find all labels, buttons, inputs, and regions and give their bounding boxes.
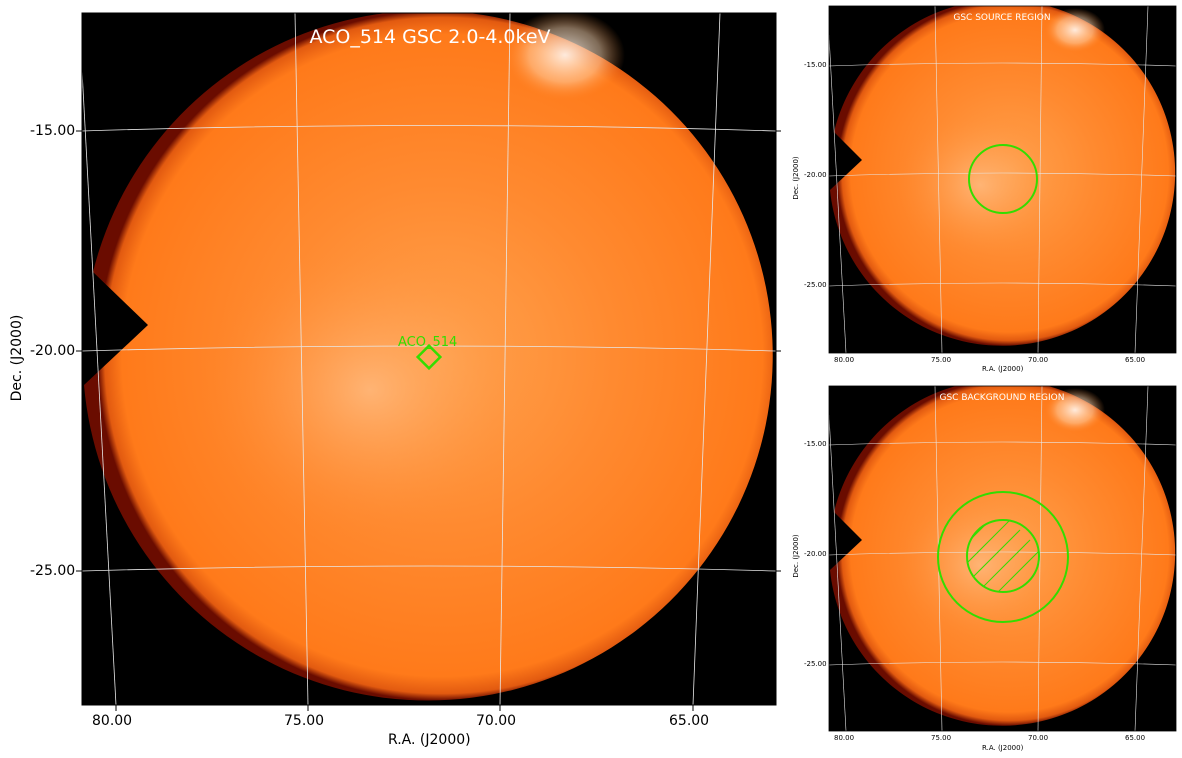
main-sky-image xyxy=(76,12,781,711)
main-bright-source xyxy=(505,13,625,100)
aco514-source-label: ACO_514 xyxy=(398,335,458,350)
source-bright-source xyxy=(1045,8,1105,52)
main-sky-panel: ACO_514 GSC 2.0-4.0keV ACO_514 -15.00 -2… xyxy=(9,12,781,748)
background-region-panel: GSC BACKGROUND REGION -15.00 -20.00 -25.… xyxy=(790,380,1182,758)
main-ytick-3: -25.00 xyxy=(30,563,76,579)
background-y-axis-label: Dec. (J2000) xyxy=(792,534,800,578)
source-region-image xyxy=(828,5,1177,354)
source-ytick-3: -25.00 xyxy=(804,281,827,289)
main-xtick-2: 75.00 xyxy=(284,713,325,729)
source-ytick-2: -20.00 xyxy=(804,171,827,179)
main-diffuse-emission xyxy=(200,240,540,540)
main-title: ACO_514 GSC 2.0-4.0keV xyxy=(309,26,551,48)
background-x-axis-label: R.A. (J2000) xyxy=(982,744,1024,752)
source-xtick-3: 70.00 xyxy=(1028,356,1049,364)
background-xtick-3: 70.00 xyxy=(1028,734,1049,742)
background-frame-border xyxy=(828,385,1177,732)
main-axis-ticks xyxy=(76,130,781,711)
background-panel-title: GSC BACKGROUND REGION xyxy=(939,393,1065,403)
background-xtick-1: 80.00 xyxy=(834,734,855,742)
source-y-axis-label: Dec. (J2000) xyxy=(792,156,800,200)
main-y-axis-label: Dec. (J2000) xyxy=(9,314,25,402)
background-bright-source xyxy=(1045,388,1105,432)
background-ytick-2: -20.00 xyxy=(804,550,827,558)
source-ytick-1: -15.00 xyxy=(804,61,827,69)
main-xtick-4: 65.00 xyxy=(669,713,710,729)
main-ytick-1: -15.00 xyxy=(30,123,76,139)
source-xtick-4: 65.00 xyxy=(1125,356,1146,364)
source-xtick-1: 80.00 xyxy=(834,356,855,364)
aco514-source-marker[interactable] xyxy=(415,343,443,371)
main-ytick-2: -20.00 xyxy=(30,343,76,359)
main-xtick-1: 80.00 xyxy=(92,713,133,729)
background-ytick-3: -25.00 xyxy=(804,660,827,668)
source-extraction-circle[interactable] xyxy=(968,144,1038,214)
background-inner-exclusion[interactable] xyxy=(966,519,1040,593)
main-x-axis-label: R.A. (J2000) xyxy=(388,732,471,748)
background-outer-annulus[interactable] xyxy=(937,491,1069,623)
background-xtick-2: 75.00 xyxy=(931,734,952,742)
background-ytick-1: -15.00 xyxy=(804,440,827,448)
source-region-panel: GSC SOURCE REGION -15.00 -20.00 -25.00 8… xyxy=(790,0,1182,380)
source-xtick-2: 75.00 xyxy=(931,356,952,364)
source-coordinate-grid xyxy=(829,6,1176,353)
source-frame-border xyxy=(828,5,1177,354)
main-xtick-3: 70.00 xyxy=(476,713,517,729)
main-frame-border xyxy=(81,12,777,706)
background-region-image xyxy=(828,385,1177,732)
source-panel-title: GSC SOURCE REGION xyxy=(953,13,1051,23)
background-diffuse-emission xyxy=(895,490,1065,640)
background-xtick-4: 65.00 xyxy=(1125,734,1146,742)
source-diffuse-emission xyxy=(895,110,1065,260)
source-x-axis-label: R.A. (J2000) xyxy=(982,365,1024,373)
background-coordinate-grid xyxy=(829,386,1176,731)
